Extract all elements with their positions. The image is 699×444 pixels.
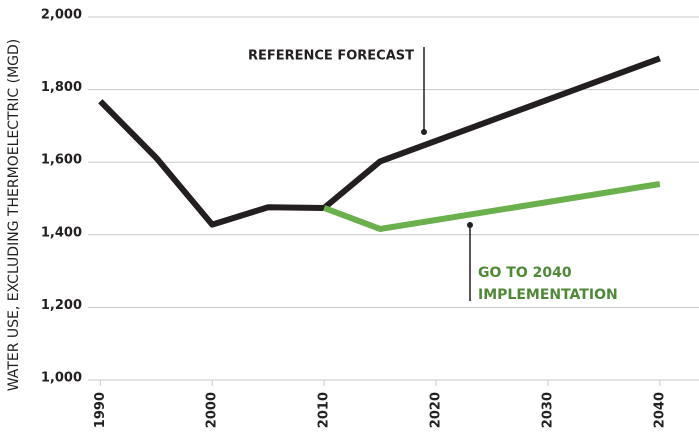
x-tick-label: 1990 (93, 392, 108, 428)
y-tick-label: 1,400 (41, 225, 82, 240)
y-tick-label: 1,600 (41, 153, 82, 168)
x-tick-label: 2030 (540, 392, 555, 428)
x-tick-label: 2040 (652, 392, 667, 428)
y-axis-label: WATER USE, EXCLUDING THERMOELECTRIC (MGD… (6, 39, 22, 392)
leader-dot (421, 129, 427, 135)
x-tick-label: 2000 (205, 392, 220, 428)
annotation: IMPLEMENTATION (478, 287, 618, 303)
y-tick-label: 1,800 (41, 80, 82, 95)
x-tick-label: 2020 (429, 392, 444, 428)
annotation: GO TO 2040 (478, 265, 572, 281)
annotation: REFERENCE FORECAST (248, 49, 414, 64)
leader-dot (467, 222, 473, 228)
series-line (98, 55, 661, 228)
series-line (323, 181, 661, 232)
x-tick-label: 2010 (317, 392, 332, 428)
y-tick-label: 2,000 (41, 8, 82, 23)
y-tick-label: 1,200 (41, 298, 82, 313)
y-tick-label: 1,000 (41, 371, 82, 386)
